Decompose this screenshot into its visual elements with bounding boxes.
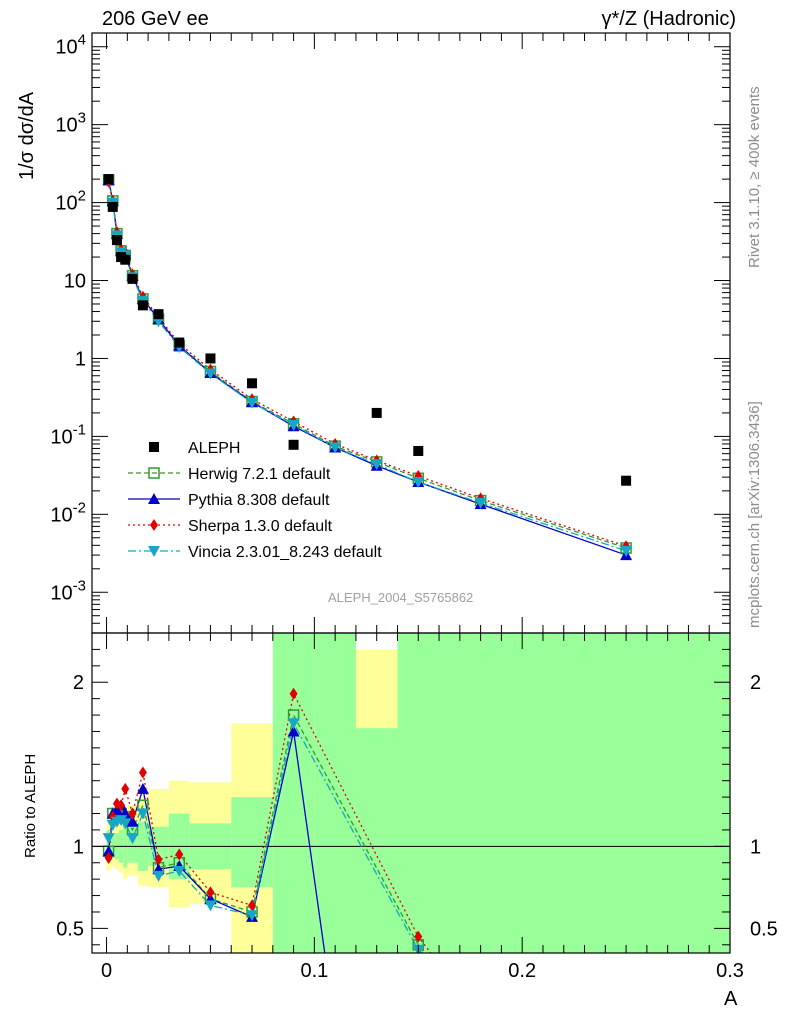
ratio-band-green [127,826,138,863]
ratio-band-green [231,797,273,888]
legend-marker-sherpa [150,519,158,531]
data-point-vincia [370,459,383,471]
ratio-point-sherpa [121,782,130,795]
analysis-watermark: ALEPH_2004_S5765862 [328,590,474,605]
data-point-aleph [621,475,632,486]
data-point-aleph [137,300,148,311]
y-tick-label: 10-3 [50,577,86,604]
ratio-point-sherpa [414,930,423,943]
legend-entry: Vincia 2.3.01_8.243 default [188,544,382,561]
ratio-point-sherpa [289,687,298,700]
data-point-aleph [103,174,114,185]
ratio-point-vincia [204,900,217,912]
ratio-point-vincia [173,865,186,877]
series-line-herwig [107,179,627,549]
data-point-vincia [204,368,217,380]
legend-entry: Herwig 7.2.1 default [188,466,331,483]
main-y-axis-label: 1/σ dσ/dA [16,91,38,180]
mcplots-label: mcplots.cern.ch [arXiv:1306.3436] [746,401,763,628]
ratio-point-vincia [136,808,149,820]
data-point-aleph [205,353,216,364]
data-point-vincia [474,497,487,509]
series-line-sherpa [107,181,627,547]
x-axis-label: A [724,988,738,1010]
legend-marker-aleph [149,442,159,452]
y-tick-label: 103 [55,110,86,137]
data-point-aleph [413,445,424,456]
data-point-aleph [111,235,122,246]
y-tick-label: 104 [55,32,86,59]
series-line-vincia [107,179,627,552]
data-point-aleph [174,337,185,348]
legend-marker-herwig [148,467,160,479]
ratio-y-tick-label-right: 1 [750,836,761,858]
x-tick-label: 0.1 [300,960,328,982]
ratio-point-sherpa [128,807,137,820]
ratio-point-vincia [287,718,300,730]
data-point-vincia [412,476,425,488]
ratio-point-vincia [126,833,139,845]
ratio-y-tick-label-right: 0.5 [750,918,778,940]
ratio-y-tick-label: 1 [73,836,84,858]
ratio-point-pythia [136,782,149,794]
data-point-aleph [288,439,299,450]
ratio-point-pythia [126,815,139,827]
data-point-vincia [620,545,633,557]
data-point-aleph [247,378,258,389]
ratio-plot-frame [91,632,731,954]
legend-entry: Pythia 8.308 default [188,492,330,509]
data-point-vincia [246,397,259,409]
ratio-point-sherpa [206,886,215,899]
data-point-vincia [287,419,300,431]
x-tick-label: 0.3 [716,960,744,982]
data-point-aleph [371,407,382,418]
y-tick-label: 10 [64,271,86,293]
ratio-point-vincia [246,910,259,922]
y-tick-label: 10-2 [50,499,86,526]
ratio-band-green [355,728,398,953]
ratio-point-sherpa [248,899,257,912]
ratio-point-vincia [119,818,132,830]
x-tick-label: 0.2 [508,960,536,982]
data-point-aleph [120,254,131,265]
y-tick-label: 1 [75,348,86,370]
ratio-y-tick-label-right: 2 [750,672,761,694]
legend-marker-vincia [148,546,160,557]
ratio-point-pythia [287,725,300,737]
ratio-point-vincia [152,870,165,882]
main-plot-frame [91,32,731,634]
data-point-aleph [127,273,138,284]
ratio-point-sherpa [154,853,163,866]
rivet-version-label: Rivet 3.1.10, ≥ 400k events [746,86,763,268]
y-tick-label: 10-1 [50,421,86,448]
data-point-aleph [153,309,164,320]
ratio-point-vincia [102,833,115,845]
chart-header-right: γ*/Z (Hadronic) [601,8,736,30]
chart-header-left: 206 GeV ee [102,8,209,30]
ratio-band-yellow [355,649,398,729]
ratio-point-sherpa [138,766,147,779]
legend-marker-pythia [148,493,160,504]
ratio-y-tick-label: 2 [73,672,84,694]
ratio-band-green [397,633,730,953]
x-tick-label: 0 [101,960,112,982]
data-point-vincia [329,442,342,454]
ratio-point-sherpa [104,851,113,864]
legend-entry: ALEPH [188,440,240,457]
ratio-point-pythia [102,845,115,857]
ratio-band-green [314,633,356,953]
ratio-point-sherpa [175,848,184,861]
ratio-y-tick-label: 0.5 [56,918,84,940]
series-line-pythia [107,179,627,556]
data-point-aleph [107,201,118,212]
ratio-y-axis-label: Ratio to ALEPH [22,753,39,858]
legend-entry: Sherpa 1.3.0 default [188,518,333,535]
y-tick-label: 102 [55,188,86,215]
ratio-point-sherpa [117,799,126,812]
